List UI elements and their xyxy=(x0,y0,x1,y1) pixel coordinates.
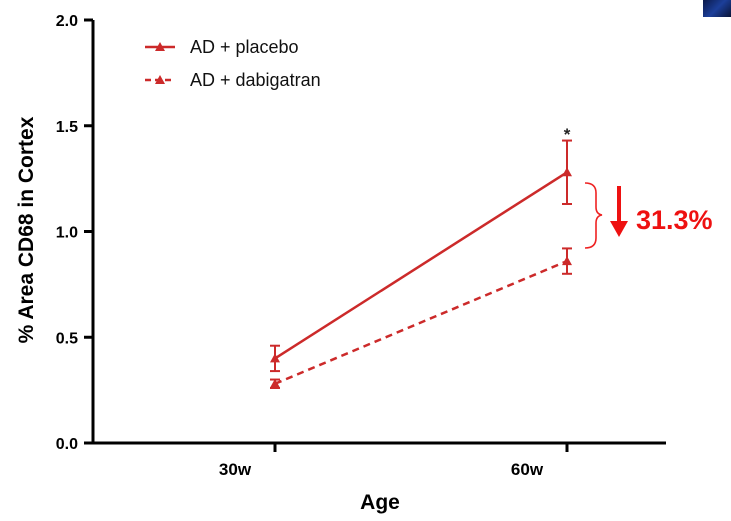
y-ticks: 0.0 0.5 1.0 1.5 2.0 xyxy=(56,13,93,453)
y-tick-label: 0.5 xyxy=(56,330,78,347)
legend-label-placebo: AD + placebo xyxy=(190,37,299,57)
data-point xyxy=(270,378,280,388)
series-dabigatran xyxy=(270,247,572,390)
legend-label-dabigatran: AD + dabigatran xyxy=(190,70,321,90)
series-line xyxy=(274,259,568,385)
legend-marker-dabigatran xyxy=(155,75,165,84)
legend-marker-placebo xyxy=(155,42,165,51)
x-axis-label: Age xyxy=(360,491,400,514)
y-axis-label: % Area CD68 in Cortex xyxy=(15,116,38,343)
series-line xyxy=(274,171,568,360)
series-layer xyxy=(270,139,572,390)
cropped-image-corner xyxy=(703,0,731,17)
y-tick-label: 1.5 xyxy=(56,119,78,136)
legend: AD + placebo AD + dabigatran xyxy=(145,37,321,90)
series-placebo xyxy=(270,139,572,373)
x-tick-label: 60w xyxy=(511,460,544,479)
data-point xyxy=(562,167,572,177)
reduction-arrow-icon xyxy=(610,186,628,237)
x-tick-label: 30w xyxy=(219,460,252,479)
data-point xyxy=(270,353,280,363)
x-ticks: 30w 60w xyxy=(219,443,569,479)
y-tick-label: 2.0 xyxy=(56,13,78,30)
y-tick-label: 0.0 xyxy=(56,436,78,453)
reduction-bracket xyxy=(584,182,603,249)
reduction-label: 31.3% xyxy=(636,205,713,235)
data-point xyxy=(562,256,572,266)
significance-marker: * xyxy=(564,125,571,144)
y-tick-label: 1.0 xyxy=(56,225,78,242)
